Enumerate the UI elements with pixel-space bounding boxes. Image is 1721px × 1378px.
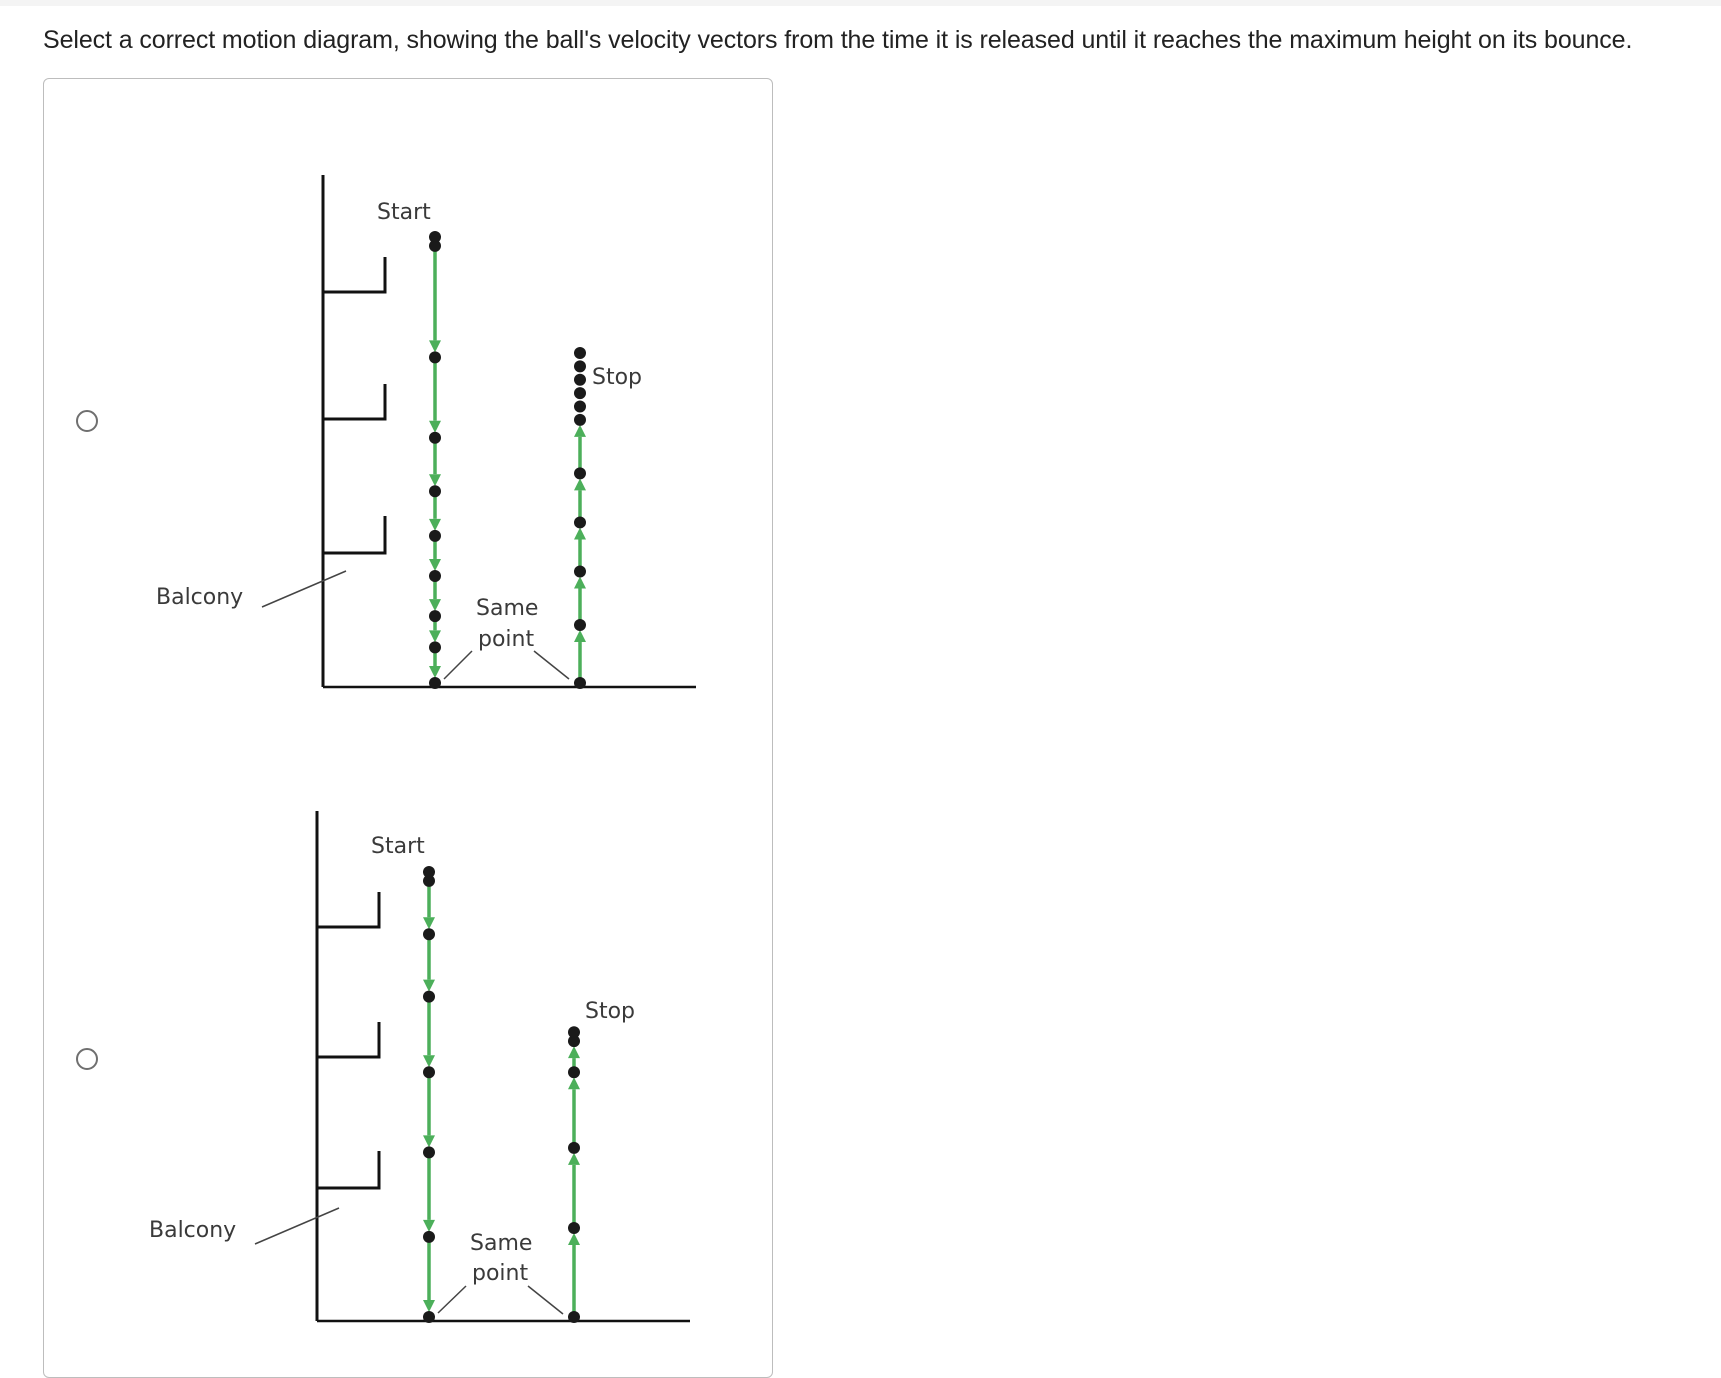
option-1-fall-arrow-3-head [429, 474, 441, 487]
balcony-3 [323, 516, 387, 555]
option-1-rise-dot-10 [574, 346, 586, 359]
same-point-label-line1: Same [476, 596, 538, 621]
option-1-fall-arrow-2-head [429, 420, 441, 433]
option-1-fall-dot-6 [429, 569, 441, 582]
balcony-1 [317, 892, 381, 929]
start-label: Start [377, 200, 431, 225]
stop-label: Stop [585, 999, 635, 1024]
option-2-rise-arrow-3-head [568, 1046, 580, 1059]
option-1-rise-arrow-3-head [574, 478, 586, 491]
option-2-fall-dot-4 [423, 1066, 435, 1079]
option-2-fall-dot-7 [423, 1311, 435, 1323]
option-1-rise-arrow-4-head [574, 424, 586, 437]
answer-options-box: Balcony Start Stop Same point Balcony St… [43, 78, 773, 1378]
option-1-rise-vectors [574, 346, 586, 689]
option-1-rise-dot-6 [574, 400, 586, 413]
option-2-fall-arrow-6-head [423, 1300, 435, 1312]
option-1-fall-arrow-5-head [429, 558, 441, 571]
option-2-fall-dot-2 [423, 928, 435, 941]
option-1-rise-dot-7 [574, 387, 586, 400]
stop-label: Stop [592, 365, 642, 390]
option-1-rise-arrow-1-head [574, 576, 586, 589]
option-2-fall-dot-1 [423, 874, 435, 887]
start-label: Start [371, 834, 425, 859]
option-1-fall-dot-9 [429, 677, 441, 689]
option-2-fall-arrow-5-head [423, 1219, 435, 1232]
balcony-1 [323, 257, 387, 294]
option-1-fall-dot-5 [429, 529, 441, 542]
same-point-leader-right [533, 650, 570, 680]
option-1-fall-arrow-6-head [429, 599, 441, 612]
option-1-fall-arrow-1-head [429, 340, 441, 353]
balcony-leader [254, 1207, 340, 1245]
option-2-fall-vectors [423, 866, 435, 1323]
option-1-fall-dot-2 [429, 351, 441, 364]
option-2-fall-dot-3 [423, 990, 435, 1003]
option-1-fall-dot-1 [429, 239, 441, 252]
option-2-fall-dot-6 [423, 1230, 435, 1243]
option-1-rise-dot-1 [574, 619, 586, 632]
option-1-fall-dot-8 [429, 641, 441, 654]
option-2-fall-arrow-4-head [423, 1135, 435, 1148]
option-2-fall-arrow-1-head [423, 917, 435, 930]
option-1-rise-dot-3 [574, 516, 586, 529]
option-1-fall-dot-0 [429, 231, 441, 243]
option-1-fall-arrow-4-head [429, 518, 441, 531]
option-2-rise-dot-1 [568, 1222, 580, 1234]
option-2-rise-vectors [568, 1026, 580, 1323]
top-strip [0, 0, 1721, 6]
option-2-radio[interactable] [76, 1048, 98, 1070]
option-1-rise-arrow-0-head [574, 630, 586, 643]
option-1-fall-dot-3 [429, 431, 441, 444]
option-2-fall-dot-0 [423, 866, 435, 878]
balcony-2 [323, 384, 387, 421]
option-1-rise-dot-5 [574, 413, 586, 426]
option-2-rise-dot-3 [568, 1066, 580, 1079]
option-1-rise-dot-0 [574, 677, 586, 689]
balcony-3 [317, 1151, 381, 1190]
option-1-rise-dot-8 [574, 373, 586, 386]
balcony-label: Balcony [149, 1218, 236, 1243]
option-2-fall-arrow-3-head [423, 1055, 435, 1068]
option-1-fall-arrow-8-head [429, 666, 441, 678]
option-1-rise-arrow-2-head [574, 527, 586, 540]
option-1-radio[interactable] [76, 410, 98, 432]
option-1-fall-dot-4 [429, 485, 441, 498]
option-2-fall-dot-5 [423, 1146, 435, 1159]
option-1-rise-dot-2 [574, 565, 586, 578]
same-point-leader-left [443, 650, 473, 680]
option-2-rise-dot-2 [568, 1141, 580, 1154]
same-point-label-line2: point [472, 1261, 528, 1286]
option-2-rise-arrow-0-head [568, 1233, 580, 1245]
option-1-fall-arrow-7-head [429, 630, 441, 643]
option-2-rise-dot-4 [568, 1035, 580, 1048]
same-point-label-line1: Same [470, 1231, 532, 1256]
option-1-rise-dot-4 [574, 467, 586, 480]
option-1-fall-dot-7 [429, 610, 441, 623]
same-point-leader-left [437, 1285, 467, 1314]
balcony-2 [317, 1022, 381, 1059]
option-2-rise-arrow-2-head [568, 1077, 580, 1090]
option-1-rise-dot-9 [574, 360, 586, 373]
option-1-diagram: Balcony Start Stop Same point [156, 175, 696, 689]
same-point-leader-right [527, 1285, 564, 1315]
balcony-leader [261, 570, 347, 608]
same-point-label-line2: point [478, 627, 534, 652]
balcony-label: Balcony [156, 585, 243, 610]
option-2-rise-dot-0 [568, 1311, 580, 1323]
question-text: Select a correct motion diagram, showing… [43, 26, 1633, 54]
option-1-fall-vectors [429, 231, 441, 689]
option-2-fall-arrow-2-head [423, 979, 435, 992]
option-2-diagram: Balcony Start Stop Same point [149, 811, 690, 1323]
option-2-rise-dot-5 [568, 1026, 580, 1039]
option-2-rise-arrow-1-head [568, 1152, 580, 1165]
